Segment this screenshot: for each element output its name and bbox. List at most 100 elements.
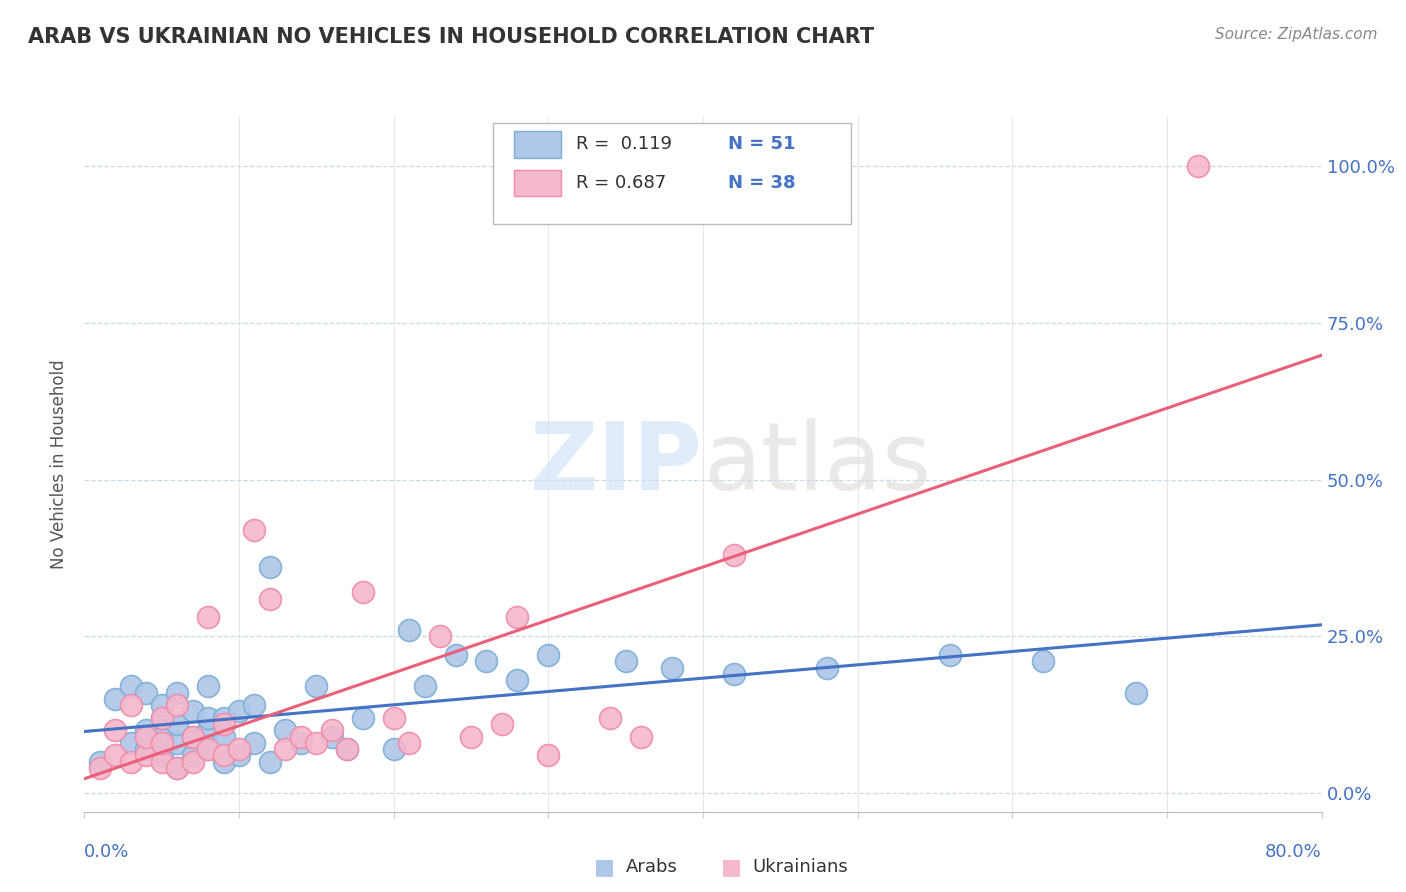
- Point: [181, 730, 204, 744]
- Point: [197, 711, 219, 725]
- Point: [243, 736, 266, 750]
- Point: [197, 742, 219, 756]
- Point: [135, 685, 157, 699]
- Point: [506, 673, 529, 687]
- Point: [104, 748, 127, 763]
- Point: [815, 660, 838, 674]
- Point: [166, 685, 188, 699]
- Point: [150, 711, 173, 725]
- Point: [444, 648, 467, 662]
- Point: [212, 711, 235, 725]
- Text: ■: ■: [721, 857, 741, 877]
- FancyBboxPatch shape: [492, 123, 852, 224]
- Point: [1125, 685, 1147, 699]
- Point: [274, 723, 297, 738]
- Point: [352, 711, 374, 725]
- Text: 0.0%: 0.0%: [84, 843, 129, 861]
- Text: 80.0%: 80.0%: [1265, 843, 1322, 861]
- Point: [181, 705, 204, 719]
- Point: [166, 761, 188, 775]
- Point: [135, 748, 157, 763]
- Point: [305, 679, 328, 693]
- Point: [212, 755, 235, 769]
- Point: [723, 666, 745, 681]
- Point: [135, 730, 157, 744]
- Point: [166, 736, 188, 750]
- Point: [120, 679, 142, 693]
- Point: [537, 648, 560, 662]
- Point: [120, 755, 142, 769]
- Point: [150, 736, 173, 750]
- Point: [1032, 654, 1054, 668]
- Point: [290, 730, 312, 744]
- Point: [413, 679, 436, 693]
- Point: [460, 730, 482, 744]
- Text: ZIP: ZIP: [530, 417, 703, 510]
- Point: [89, 755, 111, 769]
- Point: [305, 736, 328, 750]
- Point: [150, 711, 173, 725]
- Point: [321, 730, 343, 744]
- Point: [321, 723, 343, 738]
- Point: [398, 623, 420, 637]
- Point: [181, 748, 204, 763]
- Point: [228, 748, 250, 763]
- Point: [212, 717, 235, 731]
- Point: [506, 610, 529, 624]
- Point: [630, 730, 652, 744]
- Point: [259, 560, 281, 574]
- Point: [429, 629, 451, 643]
- Point: [166, 698, 188, 713]
- Point: [135, 742, 157, 756]
- Point: [166, 761, 188, 775]
- Point: [181, 730, 204, 744]
- Text: N = 51: N = 51: [728, 136, 796, 153]
- Text: Source: ZipAtlas.com: Source: ZipAtlas.com: [1215, 27, 1378, 42]
- Point: [212, 748, 235, 763]
- Point: [166, 717, 188, 731]
- Point: [259, 591, 281, 606]
- Bar: [513, 131, 561, 158]
- Point: [491, 717, 513, 731]
- Point: [382, 742, 405, 756]
- Point: [398, 736, 420, 750]
- Point: [228, 705, 250, 719]
- Point: [382, 711, 405, 725]
- Point: [290, 736, 312, 750]
- Point: [475, 654, 498, 668]
- Point: [150, 748, 173, 763]
- Point: [537, 748, 560, 763]
- Point: [599, 711, 621, 725]
- Bar: [513, 169, 561, 196]
- Text: ■: ■: [595, 857, 614, 877]
- Point: [243, 698, 266, 713]
- Point: [723, 548, 745, 562]
- Text: R = 0.687: R = 0.687: [575, 174, 666, 192]
- Point: [336, 742, 359, 756]
- Point: [150, 698, 173, 713]
- Point: [197, 610, 219, 624]
- Text: Ukrainians: Ukrainians: [752, 858, 848, 876]
- Text: atlas: atlas: [703, 417, 931, 510]
- Point: [614, 654, 637, 668]
- Point: [197, 742, 219, 756]
- Point: [352, 585, 374, 599]
- Point: [1187, 159, 1209, 173]
- Point: [135, 723, 157, 738]
- Point: [104, 723, 127, 738]
- Y-axis label: No Vehicles in Household: No Vehicles in Household: [51, 359, 69, 569]
- Point: [259, 755, 281, 769]
- Point: [120, 736, 142, 750]
- Point: [939, 648, 962, 662]
- Point: [120, 698, 142, 713]
- Point: [181, 755, 204, 769]
- Point: [197, 679, 219, 693]
- Point: [212, 730, 235, 744]
- Point: [89, 761, 111, 775]
- Point: [150, 730, 173, 744]
- Point: [228, 742, 250, 756]
- Point: [274, 742, 297, 756]
- Point: [104, 692, 127, 706]
- Point: [150, 755, 173, 769]
- Point: [243, 523, 266, 537]
